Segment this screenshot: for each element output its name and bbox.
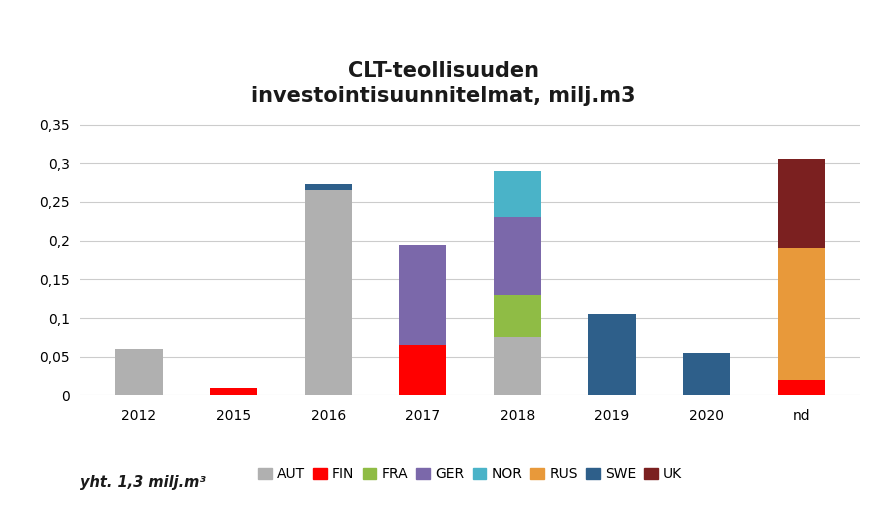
Bar (115, 349, 162, 395)
Bar (777, 380, 824, 395)
Legend: AUT, FIN, FRA, GER, NOR, RUS, SWE, UK: AUT, FIN, FRA, GER, NOR, RUS, SWE, UK (258, 467, 681, 481)
Bar (682, 353, 729, 395)
Bar (777, 248, 824, 380)
Bar (304, 191, 352, 395)
Bar (494, 171, 540, 218)
Bar (304, 184, 352, 191)
Bar (210, 388, 257, 395)
Bar (777, 159, 824, 248)
Bar (494, 218, 540, 295)
Bar (494, 295, 540, 338)
Bar (587, 314, 635, 395)
Text: yht. 1,3 milj.m³: yht. 1,3 milj.m³ (80, 475, 206, 490)
Bar (399, 244, 446, 345)
Text: CLT-teollisuuden
investointisuunnitelmat, milj.m3: CLT-teollisuuden investointisuunnitelmat… (251, 61, 635, 105)
Bar (399, 345, 446, 395)
Bar (494, 338, 540, 395)
